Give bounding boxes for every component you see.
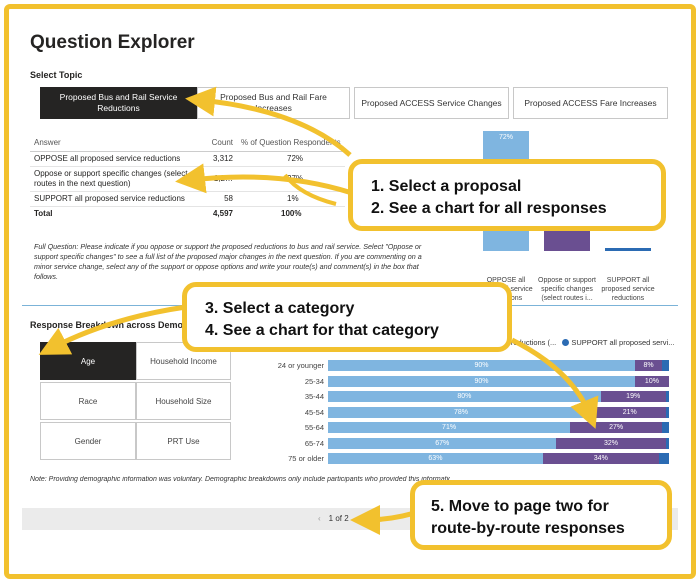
age-tick-label: 55-64 — [304, 423, 324, 432]
legend-entry-support: SUPPORT all proposed servi... — [571, 338, 675, 347]
overall-bar-value: 72% — [498, 134, 513, 141]
chart-row: 25-34 90% 10% — [270, 375, 675, 387]
bar-area: 78% 21% — [328, 406, 669, 418]
bar-segment-oppose[interactable]: 67% — [328, 437, 557, 449]
bar-segment-support[interactable] — [665, 437, 669, 449]
demographic-note: Note: Providing demographic information … — [30, 476, 450, 483]
total-pct: 100% — [237, 205, 345, 221]
bar-segment-oppose[interactable]: 63% — [328, 453, 543, 464]
chart-row: 75 or older 63% 34% — [270, 453, 675, 464]
bar-area: 90% 10% — [328, 375, 669, 387]
callout-select-category: 3. Select a category 4. See a chart for … — [182, 282, 512, 352]
pct-cell: 1% — [237, 191, 345, 207]
callout-line: 1. Select a proposal — [371, 178, 522, 195]
overall-bar-support[interactable] — [605, 248, 651, 251]
category-race[interactable]: Race — [40, 382, 136, 420]
page-title: Question Explorer — [30, 32, 195, 53]
total-count: 4,597 — [195, 205, 237, 221]
total-label: Total — [30, 205, 195, 221]
pct-cell: 72% — [237, 151, 345, 167]
col-pct: % of Question Respondents — [237, 135, 345, 152]
bar-segment-support[interactable] — [662, 360, 669, 371]
bar-segment-specific[interactable]: 32% — [556, 437, 666, 449]
count-cell: 3,312 — [195, 151, 237, 167]
age-breakdown-chart: 24 or younger 90% 8% 25-34 90% 10% 35-44 80% 19%… — [270, 360, 675, 470]
answers-table: Answer Count % of Question Respondents O… — [30, 135, 345, 221]
bar-segment-support[interactable] — [658, 453, 669, 464]
col-count: Count — [195, 135, 237, 152]
age-tick-label: 24 or younger — [277, 361, 324, 370]
bar-segment-specific[interactable]: 19% — [600, 391, 666, 402]
chart-row: 65-74 67% 32% — [270, 437, 675, 449]
age-tick-label: 25-34 — [304, 376, 324, 386]
age-tick-label: 35-44 — [304, 392, 324, 401]
table-row[interactable]: OPPOSE all proposed service reductions 3… — [30, 151, 345, 167]
callout-line: 3. Select a category — [205, 300, 355, 317]
category-household-size[interactable]: Household Size — [136, 382, 231, 420]
chart-row: 24 or younger 90% 8% — [270, 360, 675, 371]
chart-row: 55-64 71% 27% — [270, 422, 675, 433]
count-cell: 58 — [195, 191, 237, 207]
next-page-button[interactable]: › — [356, 514, 360, 523]
table-row[interactable]: SUPPORT all proposed service reductions … — [30, 191, 345, 207]
tab-access-fare-increases[interactable]: Proposed ACCESS Fare Increases — [513, 87, 668, 119]
overall-bar-label: SUPPORT all proposed service reductions — [601, 277, 655, 302]
tab-bus-rail-service-reductions[interactable]: Proposed Bus and Rail Service Reductions — [40, 87, 197, 119]
chart-legend: c reductions (... SUPPORT all proposed s… — [505, 338, 674, 347]
bar-segment-support[interactable] — [665, 406, 669, 418]
bar-segment-oppose[interactable]: 90% — [328, 375, 635, 387]
age-tick-label: 65-74 — [304, 438, 324, 448]
callout-page-two: 5. Move to page two for route-by-route r… — [410, 480, 672, 550]
category-prt-use[interactable]: PRT Use — [136, 422, 231, 460]
page-indicator: 1 of 2 — [328, 514, 349, 523]
bar-area: 63% 34% — [328, 453, 669, 464]
chart-row: 45-54 78% 21% — [270, 406, 675, 418]
bar-segment-specific[interactable]: 34% — [542, 453, 659, 464]
age-tick-label: 45-54 — [304, 407, 324, 417]
callout-line: 2. See a chart for all responses — [371, 200, 607, 217]
overall-bar-label: Oppose or support specific changes (sele… — [538, 277, 596, 302]
answer-cell: Oppose or support specific changes (sele… — [30, 166, 195, 192]
bar-segment-specific[interactable]: 27% — [570, 422, 663, 433]
bar-area: 80% 19% — [328, 391, 669, 402]
bar-segment-oppose[interactable]: 80% — [328, 391, 601, 402]
count-cell: 1,2… — [195, 166, 237, 192]
legend-support-dot — [562, 339, 570, 346]
bar-area: 71% 27% — [328, 422, 669, 433]
answer-cell: OPPOSE all proposed service reductions — [30, 151, 195, 167]
callout-line: route-by-route responses — [431, 520, 625, 537]
bar-segment-oppose[interactable]: 78% — [328, 406, 594, 418]
bar-segment-oppose[interactable]: 71% — [328, 422, 571, 433]
bar-area: 67% 32% — [328, 437, 669, 449]
answer-cell: SUPPORT all proposed service reductions — [30, 191, 195, 207]
prev-page-button[interactable]: ‹ — [318, 514, 321, 523]
full-question-text: Full Question: Please indicate if you op… — [34, 242, 422, 281]
page-navigator: ‹ 1 of 2 › — [310, 514, 367, 523]
legend-entry-specific: c reductions (... — [505, 338, 557, 347]
select-topic-label: Select Topic — [30, 70, 83, 80]
bar-segment-specific[interactable]: 21% — [593, 406, 666, 418]
bar-segment-support[interactable] — [665, 391, 669, 402]
category-gender[interactable]: Gender — [40, 422, 136, 460]
bar-segment-specific[interactable]: 10% — [634, 375, 669, 387]
bar-area: 90% 8% — [328, 360, 669, 371]
callout-line: 4. See a chart for that category — [205, 322, 439, 339]
callout-line: 5. Move to page two for — [431, 498, 609, 515]
category-age[interactable]: Age — [40, 342, 136, 380]
bar-segment-specific[interactable]: 8% — [634, 360, 663, 371]
chart-row: 35-44 80% 19% — [270, 391, 675, 402]
tab-access-service-changes[interactable]: Proposed ACCESS Service Changes — [354, 87, 509, 119]
col-answer: Answer — [30, 135, 195, 152]
table-row[interactable]: Oppose or support specific changes (sele… — [30, 166, 345, 192]
pct-cell: 27% — [237, 166, 345, 192]
tab-bus-rail-fare-increases[interactable]: Proposed Bus and Rail Fare Increases — [197, 87, 350, 119]
age-tick-label: 75 or older — [288, 454, 324, 463]
bar-segment-support[interactable] — [662, 422, 669, 433]
table-total-row: Total 4,597 100% — [30, 205, 345, 221]
highlight-frame — [4, 4, 696, 579]
bar-segment-oppose[interactable]: 90% — [328, 360, 635, 371]
callout-select-proposal: 1. Select a proposal 2. See a chart for … — [348, 159, 666, 231]
